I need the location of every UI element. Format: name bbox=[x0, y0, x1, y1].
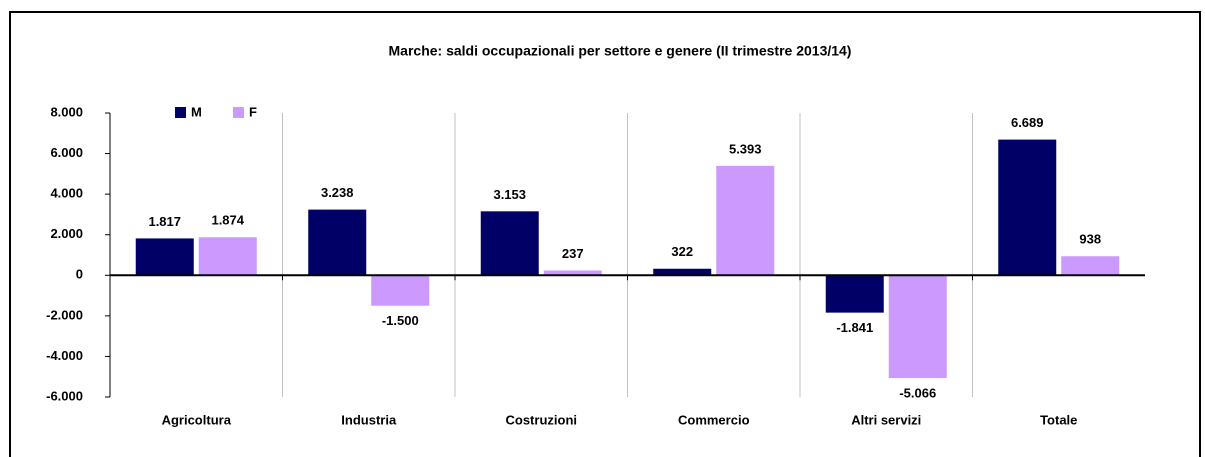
chart-title: Marche: saldi occupazionali per settore … bbox=[389, 43, 852, 59]
y-tick-label: -6.000 bbox=[46, 388, 83, 403]
bar bbox=[371, 275, 430, 306]
y-tick-label: 8.000 bbox=[50, 104, 83, 119]
bar bbox=[135, 238, 194, 276]
data-label: 1.817 bbox=[148, 214, 181, 229]
x-tick-label: Totale bbox=[1040, 412, 1077, 427]
y-tick-label: -2.000 bbox=[46, 307, 83, 322]
x-tick-label: Industria bbox=[341, 412, 397, 427]
data-label: 322 bbox=[671, 244, 693, 259]
y-tick-label: 2.000 bbox=[50, 226, 83, 241]
bar bbox=[716, 165, 775, 276]
legend-label: M bbox=[191, 104, 202, 119]
data-label: 6.689 bbox=[1011, 115, 1044, 130]
bar bbox=[653, 268, 712, 276]
x-tick-label: Agricoltura bbox=[162, 412, 232, 427]
data-label: 3.238 bbox=[321, 185, 354, 200]
data-label: 237 bbox=[562, 246, 584, 261]
y-tick-label: -4.000 bbox=[46, 348, 83, 363]
bar bbox=[888, 275, 947, 379]
legend-swatch bbox=[175, 107, 186, 118]
data-label: -1.841 bbox=[836, 320, 873, 335]
data-label: 938 bbox=[1079, 232, 1101, 247]
bar bbox=[825, 275, 884, 313]
legend-label: F bbox=[249, 104, 257, 119]
data-label: 5.393 bbox=[729, 141, 762, 156]
bar bbox=[998, 139, 1057, 276]
bar bbox=[480, 211, 539, 276]
data-label: -1.500 bbox=[382, 313, 419, 328]
x-tick-label: Costruzioni bbox=[506, 412, 578, 427]
bar bbox=[198, 237, 257, 276]
x-tick-label: Altri servizi bbox=[851, 412, 921, 427]
data-label: 3.153 bbox=[493, 187, 526, 202]
bar bbox=[1061, 256, 1120, 276]
bar bbox=[543, 270, 602, 276]
bar bbox=[308, 209, 367, 276]
y-tick-label: 0 bbox=[76, 267, 83, 282]
data-label: -5.066 bbox=[899, 385, 936, 400]
chart-border bbox=[9, 11, 1201, 457]
y-tick-label: 6.000 bbox=[50, 145, 83, 160]
data-label: 1.874 bbox=[211, 213, 244, 228]
y-tick-label: 4.000 bbox=[50, 186, 83, 201]
x-tick-label: Commercio bbox=[678, 412, 750, 427]
legend-swatch bbox=[233, 107, 244, 118]
